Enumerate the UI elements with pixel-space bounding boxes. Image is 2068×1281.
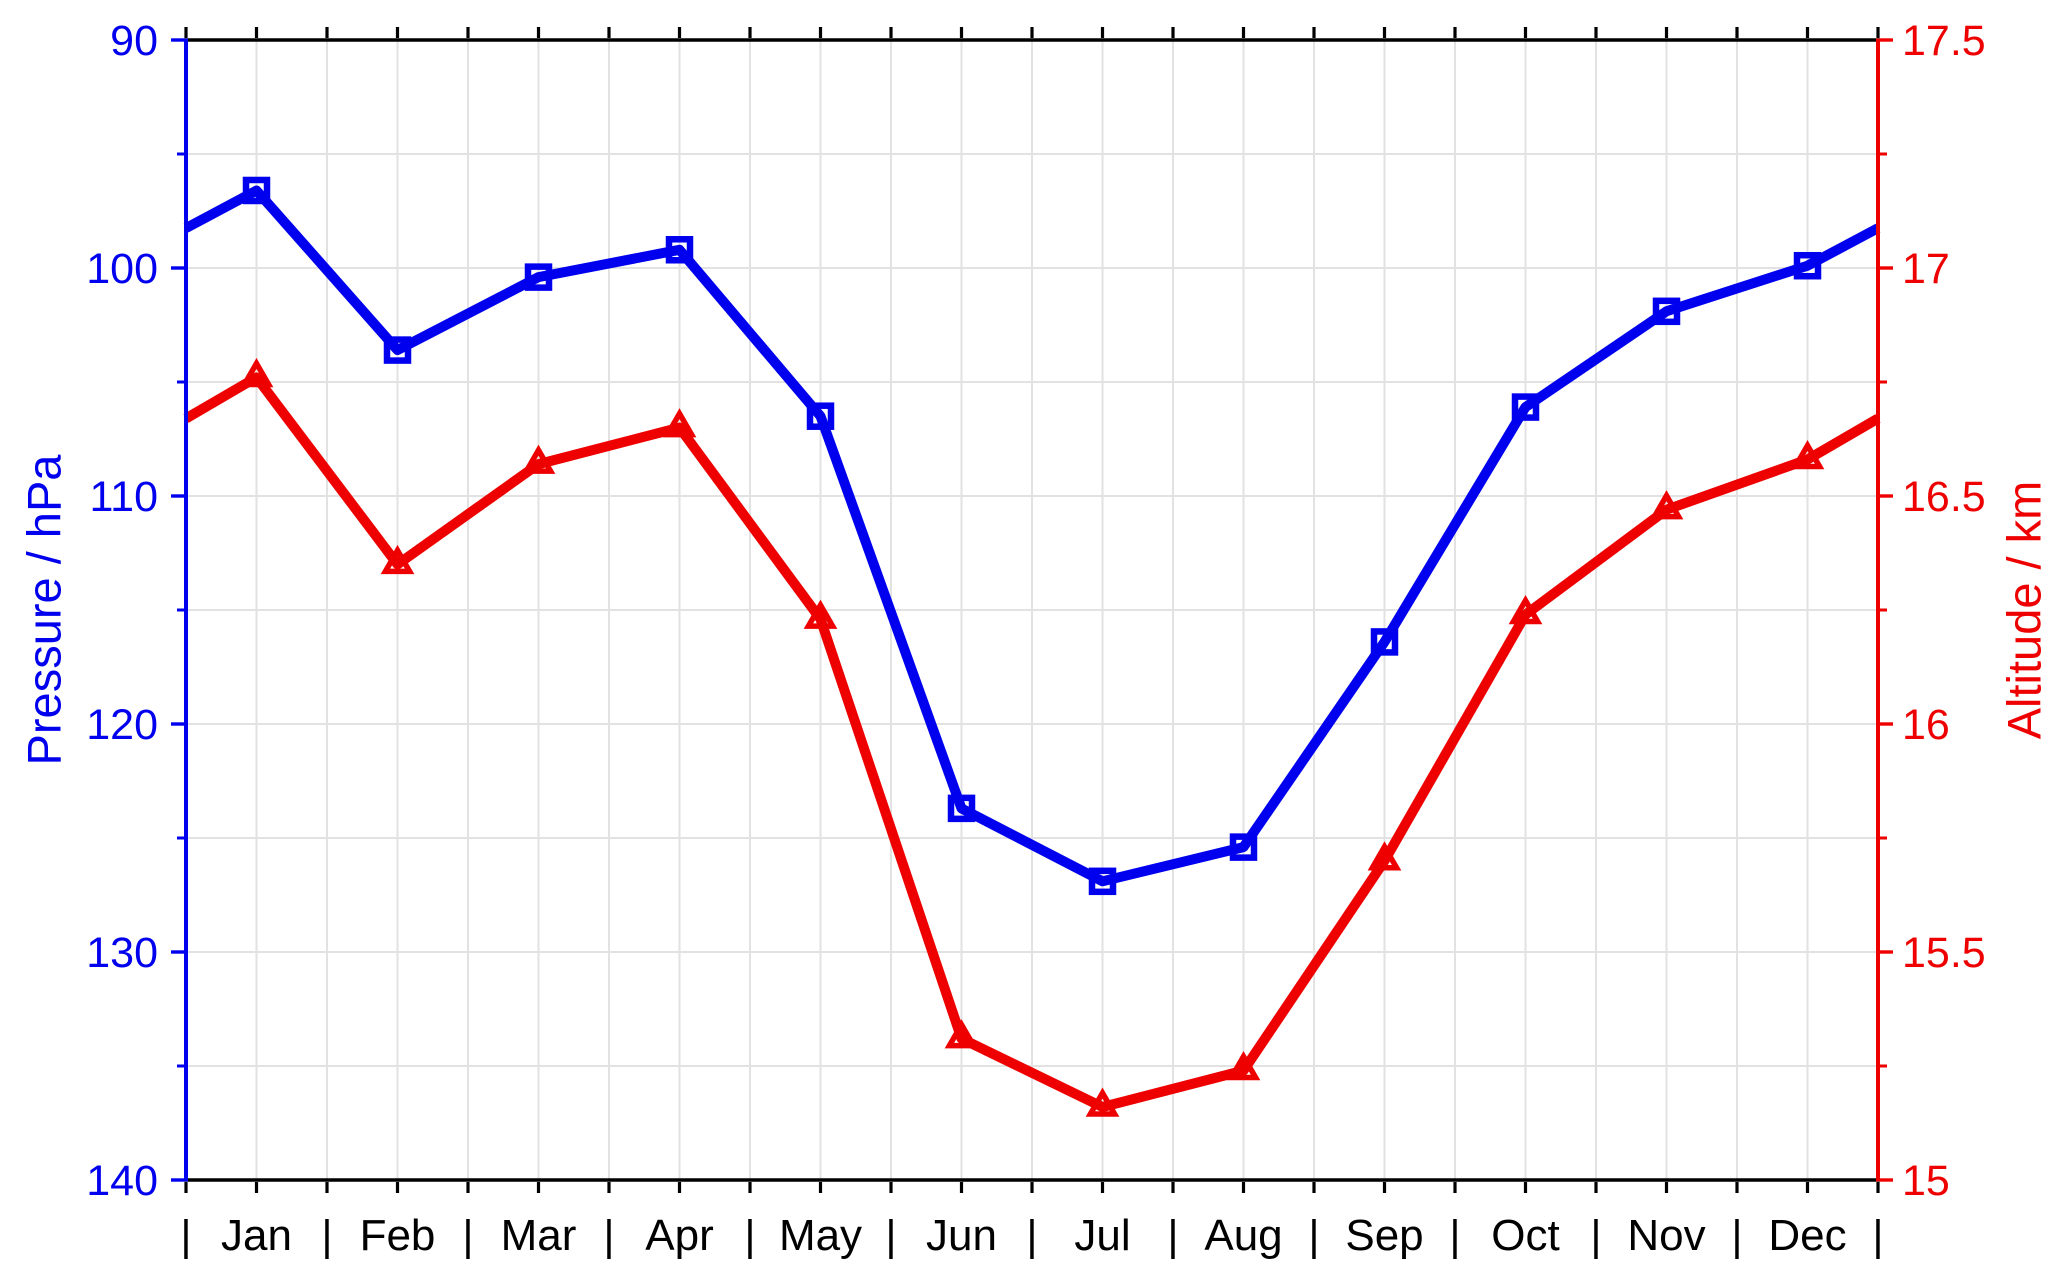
- month-separator-label: |: [1026, 1212, 1037, 1260]
- left-tick-label: 110: [89, 473, 158, 521]
- month-separator-label: |: [462, 1212, 473, 1260]
- pressure-marker: [1511, 393, 1540, 421]
- altitude-marker: [1367, 841, 1402, 871]
- pressure-marker: [383, 336, 412, 364]
- right-tick-label: 16.5: [1902, 473, 1986, 521]
- right-axis-title: Altitude / km: [1997, 480, 2051, 740]
- month-separator-label: |: [1731, 1212, 1742, 1260]
- left-axis-title: Pressure / hPa: [17, 454, 71, 766]
- month-label: Nov: [1627, 1211, 1705, 1260]
- left-tick-label: 130: [86, 929, 158, 977]
- altitude-line: [183, 372, 1881, 1112]
- month-separator-label: |: [1872, 1212, 1883, 1260]
- altitude-marker: [521, 444, 556, 474]
- left-tick-label: 90: [110, 17, 158, 65]
- pressure-marker: [242, 176, 271, 205]
- month-label: Sep: [1345, 1211, 1423, 1260]
- right-tick-label: 17.5: [1902, 17, 1986, 65]
- altitude-marker: [1649, 490, 1684, 520]
- right-tick-label: 15.5: [1902, 929, 1986, 977]
- month-label: Mar: [501, 1211, 577, 1260]
- month-label: Jul: [1074, 1211, 1130, 1260]
- month-label: Dec: [1768, 1211, 1846, 1260]
- month-label: May: [779, 1211, 862, 1260]
- month-label: Jun: [926, 1211, 997, 1260]
- pressure-marker: [665, 236, 694, 264]
- month-separator-label: |: [1167, 1212, 1178, 1260]
- month-separator-label: |: [885, 1212, 896, 1260]
- month-label: Jan: [221, 1211, 292, 1260]
- right-tick-label: 15: [1902, 1157, 1950, 1205]
- month-separator-label: |: [1449, 1212, 1460, 1260]
- altitude-marker: [380, 544, 415, 575]
- left-tick-label: 120: [86, 701, 158, 749]
- pressure-marker: [1229, 833, 1258, 861]
- altitude-marker: [944, 1019, 979, 1049]
- month-label: Aug: [1204, 1211, 1282, 1260]
- month-separator-label: |: [744, 1212, 755, 1260]
- left-tick-label: 140: [86, 1157, 158, 1205]
- pressure-marker: [524, 263, 553, 291]
- altitude-marker: [1085, 1087, 1120, 1117]
- pressure-marker: [1088, 867, 1117, 896]
- pressure-marker: [1370, 628, 1399, 656]
- month-separator-label: |: [321, 1212, 332, 1260]
- altitude-marker: [662, 408, 697, 438]
- right-tick-label: 17: [1902, 245, 1950, 293]
- altitude-marker: [803, 599, 838, 629]
- month-separator-label: |: [603, 1212, 614, 1260]
- altitude-marker: [1790, 440, 1825, 470]
- right-tick-label: 16: [1902, 701, 1950, 749]
- pressure-marker: [1793, 251, 1822, 280]
- pressure-line: [183, 185, 1881, 887]
- pressure-marker: [947, 794, 976, 823]
- month-label: Apr: [645, 1211, 713, 1260]
- altitude-marker: [1508, 595, 1543, 625]
- altitude-marker: [1226, 1051, 1261, 1081]
- pressure-marker: [1652, 297, 1681, 326]
- altitude-marker: [239, 357, 274, 388]
- month-separator-label: |: [1308, 1212, 1319, 1260]
- month-label: Oct: [1491, 1211, 1559, 1260]
- pressure-marker: [806, 402, 835, 430]
- month-separator-label: |: [1590, 1212, 1601, 1260]
- left-tick-label: 100: [86, 245, 158, 293]
- month-separator-label: |: [180, 1212, 191, 1260]
- month-label: Feb: [360, 1211, 436, 1260]
